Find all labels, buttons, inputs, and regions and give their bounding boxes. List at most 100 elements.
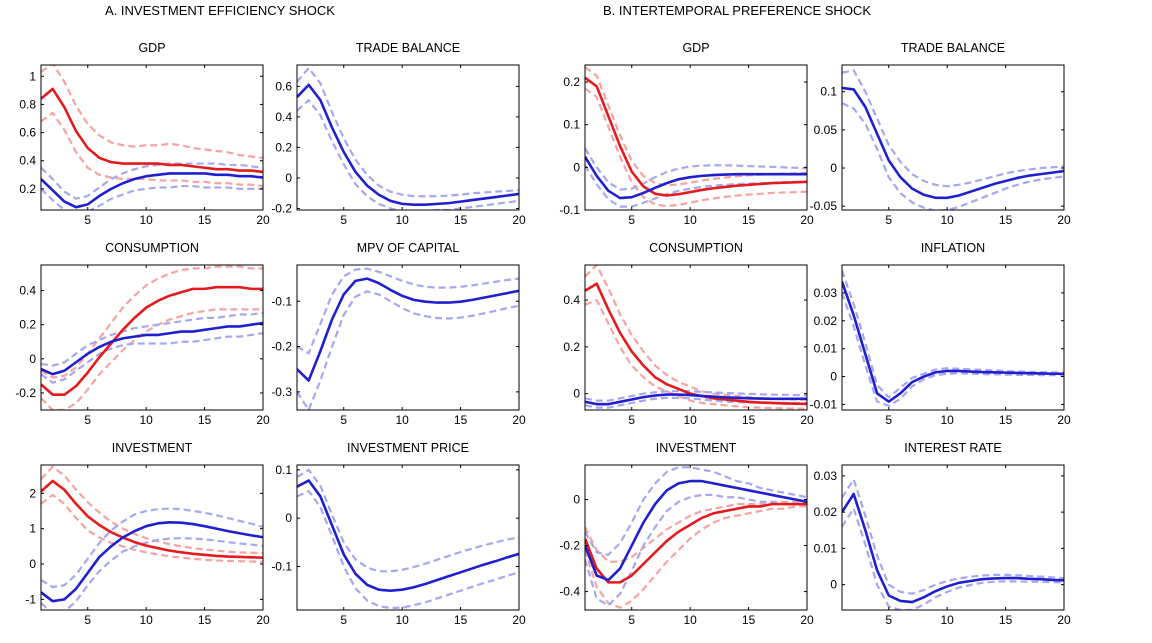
y-tick-label: 0.02: [814, 505, 838, 519]
red-band-line: [41, 493, 263, 563]
axes-box: [40, 464, 264, 611]
panel-title: MPV OF CAPITAL: [357, 241, 460, 255]
y-tick-label: 0: [573, 387, 580, 401]
x-tick-label: 20: [800, 413, 814, 427]
panel-title: CONSUMPTION: [649, 241, 743, 255]
y-tick-label: 1: [29, 522, 36, 536]
x-tick-label: 20: [256, 413, 270, 427]
panel-title: INVESTMENT: [656, 441, 737, 455]
blue-series-line: [297, 277, 519, 382]
section-title-a: A. INVESTMENT EFFICIENCY SHOCK: [105, 3, 335, 18]
blue-series-line: [41, 321, 263, 376]
x-tick-label: 15: [198, 613, 212, 627]
blue-band-line: [41, 537, 263, 610]
x-tick-label: 20: [800, 613, 814, 627]
panel-3: GDP 5 10 15 20 -0.1 0 0.1 0.2: [559, 41, 814, 227]
blue-band-line: [842, 292, 1064, 407]
x-tick-label: 5: [885, 613, 892, 627]
x-tick-label: 5: [628, 613, 635, 627]
y-tick-label: 0.1: [275, 463, 292, 477]
x-tick-label: 20: [512, 413, 526, 427]
y-tick-label: -0.2: [271, 340, 292, 354]
red-series-line: [41, 285, 263, 396]
panel-title: INVESTMENT PRICE: [347, 441, 469, 455]
panel-2: TRADE BALANCE 5 10 15 20 -0.2 0 0.2 0.4 0.6: [271, 41, 526, 227]
x-tick-label: 15: [742, 213, 756, 227]
x-tick-label: 5: [340, 613, 347, 627]
panel-12: INTEREST RATE 5 10 15 20 0 0.01 0.02 0.03: [814, 441, 1071, 627]
y-tick-label: 0: [285, 171, 292, 185]
x-tick-label: 15: [198, 213, 212, 227]
y-tick-label: 0: [285, 511, 292, 525]
axes-box: [584, 264, 808, 411]
x-tick-label: 10: [683, 613, 697, 627]
blue-band-line: [297, 267, 519, 355]
red-band-line: [41, 265, 263, 379]
y-tick-label: -0.2: [15, 386, 36, 400]
y-tick-label: 0.01: [814, 541, 838, 555]
panel-10: INVESTMENT PRICE 5 10 15 20 -0.1 0 0.1: [271, 441, 526, 627]
blue-band-line: [842, 69, 1064, 188]
blue-series-line: [297, 479, 519, 592]
blue-band-line: [585, 389, 807, 402]
y-tick-label: 0.2: [19, 182, 36, 196]
red-band-line: [41, 111, 263, 188]
x-tick-label: 20: [256, 613, 270, 627]
panel-8: INFLATION 5 10 15 20 -0.01 0 0.01 0.02 0.03: [810, 241, 1071, 427]
blue-band-line: [41, 162, 263, 200]
panel-title: TRADE BALANCE: [356, 41, 460, 55]
red-band-line: [41, 308, 263, 410]
axes-box: [841, 464, 1065, 611]
x-tick-label: 10: [940, 413, 954, 427]
blue-band-line: [297, 66, 519, 198]
y-tick-label: -0.1: [559, 203, 580, 217]
blue-series-line: [585, 156, 807, 200]
panel-5: CONSUMPTION 5 10 15 20 -0.2 0 0.2 0.4: [15, 241, 270, 427]
panel-11: INVESTMENT 5 10 15 20 -0.4 -0.2 0: [559, 441, 814, 627]
panel-6: MPV OF CAPITAL 5 10 15 20 -0.3 -0.2 -0.1: [271, 241, 526, 427]
x-tick-label: 15: [999, 613, 1013, 627]
axes-box: [584, 464, 808, 611]
x-tick-label: 5: [340, 413, 347, 427]
x-tick-label: 10: [940, 613, 954, 627]
blue-band-line: [585, 147, 807, 191]
x-tick-label: 5: [628, 413, 635, 427]
y-tick-label: -1: [25, 592, 36, 606]
y-tick-label: 0.4: [275, 110, 292, 124]
panel-7: CONSUMPTION 5 10 15 20 0 0.2 0.4: [563, 241, 814, 427]
blue-series-line: [842, 492, 1064, 604]
blue-band-line: [41, 332, 263, 384]
blue-band-line: [842, 478, 1064, 595]
x-tick-label: 15: [454, 613, 468, 627]
axes-box: [296, 64, 520, 211]
y-tick-label: 0.8: [19, 97, 36, 111]
blue-band-line: [585, 466, 807, 556]
blue-series-line: [842, 281, 1064, 403]
x-tick-label: 10: [395, 413, 409, 427]
axes-box: [40, 64, 264, 211]
blue-series-line: [41, 172, 263, 209]
blue-band-line: [585, 164, 807, 208]
y-tick-label: 0.4: [563, 293, 580, 307]
x-tick-label: 5: [628, 213, 635, 227]
x-tick-label: 20: [800, 213, 814, 227]
y-tick-label: 0: [29, 557, 36, 571]
y-tick-label: 0.03: [814, 286, 838, 300]
blue-band-line: [297, 99, 519, 210]
panel-4: TRADE BALANCE 5 10 15 20 -0.05 0 0.05 0.1: [810, 41, 1071, 227]
axes-box: [841, 64, 1065, 211]
blue-band-line: [41, 184, 263, 210]
x-tick-label: 10: [395, 213, 409, 227]
red-band-line: [585, 505, 807, 609]
blue-band-line: [41, 311, 263, 367]
y-tick-label: 0: [573, 493, 580, 507]
red-band-line: [585, 298, 807, 410]
blue-series-line: [585, 393, 807, 406]
y-tick-label: 0.05: [814, 123, 838, 137]
y-tick-label: 0.4: [19, 284, 36, 298]
panel-title: INVESTMENT: [112, 441, 193, 455]
x-tick-label: 20: [1057, 613, 1071, 627]
x-tick-label: 5: [885, 213, 892, 227]
panel-title: GDP: [682, 41, 709, 55]
y-tick-label: 0.2: [563, 340, 580, 354]
